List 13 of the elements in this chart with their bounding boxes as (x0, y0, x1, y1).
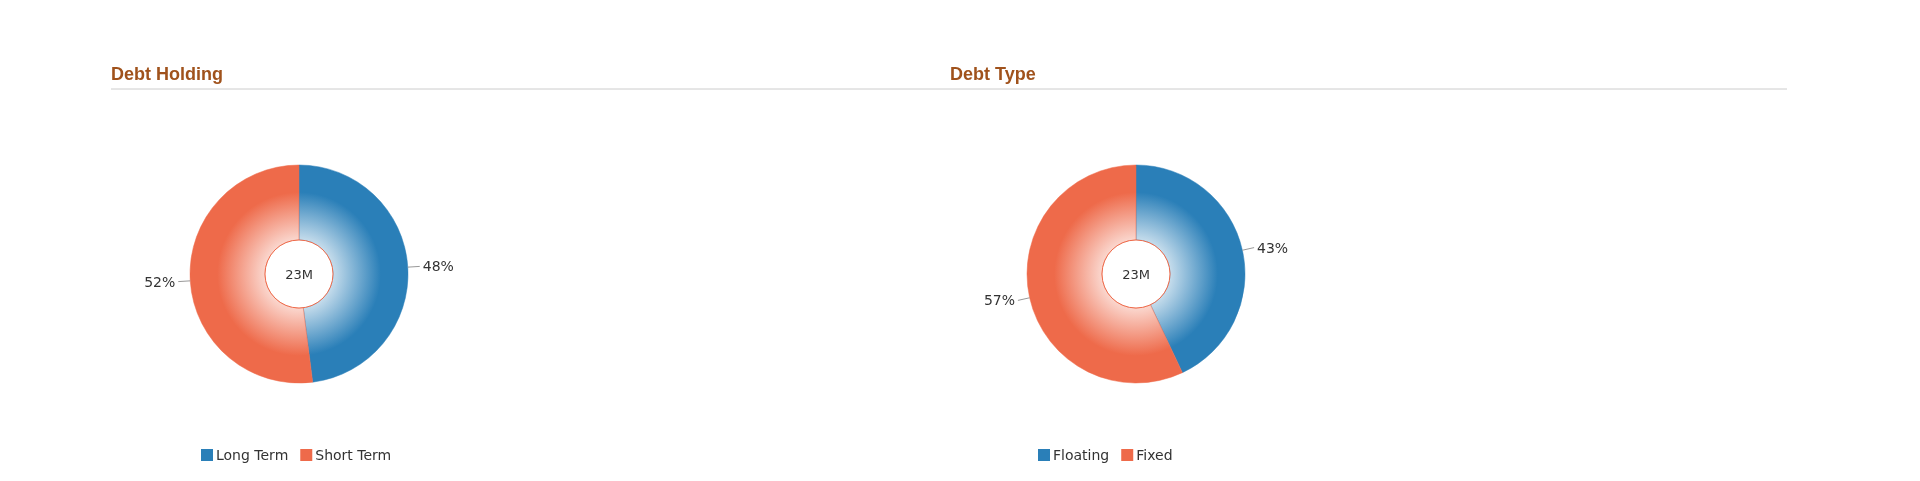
text: 23M (1122, 266, 1150, 282)
legend-label: Floating (1053, 446, 1110, 463)
legend-label: Short Term (315, 446, 392, 463)
data-label: 43% (1257, 239, 1289, 256)
data-label: 48% (422, 258, 454, 275)
legend-label: Long Term (216, 446, 289, 463)
chart-title: Debt Holding (111, 64, 223, 84)
donut-slice (1026, 164, 1183, 384)
data-label: 52% (144, 273, 176, 290)
legend-label: Fixed (1136, 446, 1173, 463)
data-label: 57% (983, 292, 1015, 309)
text: 23M (285, 266, 313, 282)
chart-title: Debt Type (950, 64, 1036, 84)
